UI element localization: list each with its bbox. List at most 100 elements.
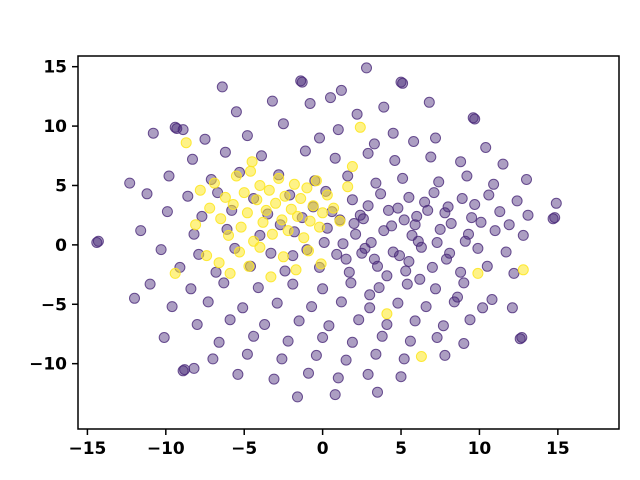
scatter-point-cluster-purple (437, 320, 449, 332)
scatter-point-cluster-purple (387, 127, 399, 139)
scatter-point-cluster-purple (147, 127, 159, 139)
scatter-point-cluster-purple (431, 332, 443, 343)
scatter-point-cluster-purple (400, 265, 412, 277)
scatter-point-cluster-yellow (346, 161, 358, 172)
scatter-point-cluster-purple (409, 219, 421, 231)
scatter-point-cluster-purple (185, 283, 197, 295)
scatter-point-cluster-yellow (213, 257, 225, 269)
scatter-point-cluster-yellow (208, 177, 220, 189)
scatter-point-cluster-purple (317, 332, 329, 343)
x-tick-label: 15 (546, 439, 570, 459)
scatter-point-cluster-purple (346, 194, 358, 206)
scatter-point-cluster-purple (187, 153, 198, 165)
scatter-point-cluster-purple (310, 349, 322, 361)
scatter-point-cluster-purple (409, 315, 421, 327)
scatter-point-cluster-purple (550, 197, 562, 209)
scatter-point-cluster-purple (129, 292, 140, 304)
scatter-point-cluster-purple (306, 301, 318, 313)
scatter-point-cluster-purple (329, 152, 341, 164)
scatter-point-cluster-purple (511, 195, 523, 207)
scatter-point-cluster-purple (124, 177, 136, 189)
scatter-point-cluster-purple (469, 199, 481, 210)
scatter-point-cluster-purple (483, 189, 495, 201)
scatter-point-cluster-purple (161, 206, 173, 218)
x-tick-label: 10 (468, 439, 492, 459)
scatter-point-cluster-purple (218, 277, 230, 289)
scatter-point-cluster-purple (158, 332, 170, 343)
scatter-point-cluster-yellow (415, 351, 427, 362)
scatter-point-cluster-purple (191, 319, 203, 330)
scatter-point-cluster-yellow (270, 197, 282, 209)
scatter-point-cluster-purple (362, 147, 374, 159)
scatter-point-cluster-purple (357, 213, 369, 225)
scatter-point-cluster-purple (182, 190, 194, 202)
scatter-point-cluster-purple (314, 132, 325, 144)
scatter-point-cluster-purple (381, 319, 393, 330)
scatter-point-cluster-yellow (266, 228, 278, 240)
scatter-point-cluster-purple (480, 142, 492, 153)
scatter-point-cluster-purple (414, 273, 426, 285)
scatter-point-cluster-purple (329, 389, 341, 401)
scatter-point-cluster-purple (428, 187, 440, 199)
scatter-point-cluster-purple (356, 247, 368, 259)
scatter-point-cluster-purple (276, 353, 288, 365)
scatter-point-cluster-purple (271, 297, 283, 309)
scatter-point-cluster-yellow (334, 215, 346, 227)
scatter-point-cluster-purple (430, 283, 441, 295)
scatter-point-cluster-purple (141, 188, 153, 200)
y-tick-label: −10 (29, 355, 67, 375)
scatter-point-cluster-purple (401, 278, 413, 290)
scatter-point-cluster-purple (335, 84, 347, 96)
scatter-point-cluster-purple (411, 210, 423, 222)
scatter-point-cluster-purple (241, 348, 253, 360)
scatter-point-cluster-yellow (227, 199, 239, 210)
scatter-point-cluster-purple (163, 170, 175, 182)
scatter-point-cluster-purple (408, 136, 420, 147)
scatter-point-cluster-purple (332, 124, 344, 136)
scatter-point-cluster-purple (514, 333, 526, 345)
scatter-point-cluster-purple (412, 235, 424, 247)
scatter-point-cluster-purple (299, 145, 311, 157)
scatter-point-cluster-purple (439, 207, 451, 219)
scatter-point-cluster-purple (268, 373, 280, 385)
scatter-point-cluster-yellow (215, 213, 227, 225)
scatter-point-cluster-purple (155, 244, 167, 256)
scatter-point-cluster-yellow (314, 221, 325, 233)
y-tick-label: 0 (55, 236, 67, 256)
scatter-point-cluster-purple (455, 156, 467, 168)
scatter-point-cluster-yellow (180, 137, 192, 149)
scatter-point-cluster-purple (508, 267, 520, 279)
scatter-point-cluster-purple (500, 246, 512, 258)
scatter-point-cluster-purple (387, 246, 399, 258)
scatter-point-cluster-purple (196, 210, 208, 222)
scatter-point-cluster-yellow (201, 250, 213, 262)
scatter-point-cluster-purple (188, 362, 200, 374)
scatter-point-cluster-purple (362, 200, 374, 212)
y-tick-label: 10 (43, 117, 67, 137)
scatter-point-cluster-yellow (295, 193, 307, 204)
scatter-point-cluster-purple (303, 367, 314, 379)
scatter-point-cluster-purple (325, 92, 336, 104)
scatter-point-cluster-purple (477, 302, 489, 314)
scatter-point-cluster-purple (395, 371, 407, 383)
scatter-point-cluster-purple (497, 158, 509, 170)
scatter-point-cluster-purple (392, 202, 404, 214)
scatter-point-cluster-purple (461, 170, 473, 182)
scatter-point-cluster-purple (378, 101, 390, 113)
scatter-point-cluster-yellow (238, 187, 250, 199)
scatter-point-cluster-yellow (254, 241, 266, 253)
scatter-point-cluster-purple (213, 336, 225, 348)
scatter-point-cluster-purple (452, 291, 463, 303)
scatter-point-cluster-purple (135, 225, 147, 237)
scatter-points-layer (91, 62, 562, 403)
scatter-point-cluster-yellow (190, 219, 202, 231)
scatter-point-cluster-yellow (354, 121, 366, 133)
scatter-point-cluster-yellow (245, 165, 256, 177)
scatter-point-cluster-yellow (219, 191, 231, 203)
scatter-point-cluster-purple (383, 204, 394, 216)
scatter-point-cluster-purple (266, 95, 278, 107)
scatter-point-cluster-yellow (292, 210, 303, 222)
scatter-point-cluster-purple (248, 330, 260, 342)
scatter-point-cluster-purple (419, 196, 431, 208)
scatter-point-cluster-purple (282, 335, 294, 347)
